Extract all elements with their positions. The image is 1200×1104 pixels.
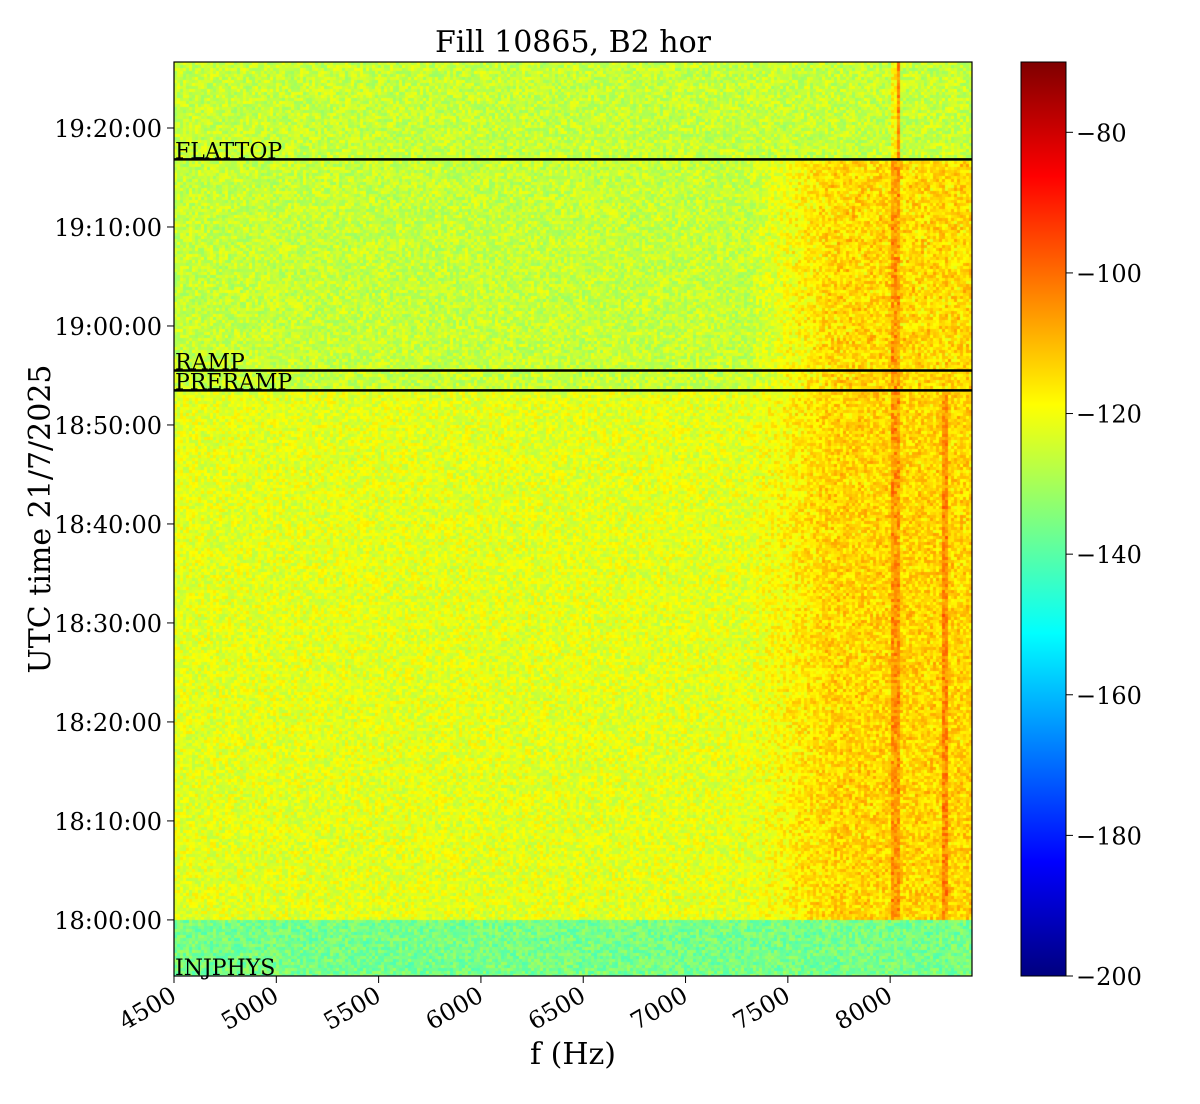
- x-tick-label: 8000: [830, 981, 897, 1036]
- y-tick-label: 18:10:00: [54, 808, 162, 836]
- y-tick-label: 18:00:00: [54, 907, 162, 935]
- y-tick-label: 19:00:00: [54, 313, 162, 341]
- mode-label-ramp: RAMP: [175, 351, 245, 376]
- y-tick-label: 18:20:00: [54, 709, 162, 737]
- beam-mode-lines: [174, 158, 972, 392]
- plot-area: [174, 62, 972, 976]
- x-axis-label: f (Hz): [530, 1037, 616, 1072]
- y-tick-label: 18:40:00: [54, 511, 162, 539]
- x-tick-label: 7500: [728, 981, 795, 1036]
- x-tick-label: 5500: [319, 981, 386, 1036]
- colorbar-tick-label: −120: [1076, 401, 1142, 429]
- mode-label-injphys: INJPHYS: [175, 956, 275, 981]
- chart-title: Fill 10865, B2 hor: [435, 25, 712, 60]
- colorbar-tick-label: −180: [1076, 822, 1142, 850]
- colorbar-tick-label: −80: [1076, 119, 1127, 147]
- colorbar-tick-label: −100: [1076, 260, 1142, 288]
- y-tick-label: 18:30:00: [54, 610, 162, 638]
- x-tick-label: 6500: [523, 981, 590, 1036]
- y-tick-label: 19:10:00: [54, 214, 162, 242]
- mode-label-flattop: FLATTOP: [175, 139, 282, 164]
- mode-label-preramp: PRERAMP: [175, 370, 292, 395]
- heatmap-image: [174, 62, 972, 976]
- x-tick-label: 6000: [421, 981, 488, 1036]
- y-axis-label: UTC time 21/7/2025: [23, 365, 58, 674]
- colorbar: [1020, 61, 1067, 977]
- y-tick-label: 19:20:00: [54, 115, 162, 143]
- heatmap-raster: [174, 62, 972, 976]
- x-tick-label: 5000: [216, 981, 283, 1036]
- y-axis-ticks: 18:00:00 18:10:00 18:20:00 18:30:00 18:40:00…: [54, 115, 174, 935]
- colorbar-tick-label: −140: [1076, 541, 1142, 569]
- colorbar-ticks: −80 −100 −120 −140 −160 −180 −200: [1066, 119, 1142, 991]
- x-tick-label: 7000: [626, 981, 693, 1036]
- y-tick-label: 18:50:00: [54, 412, 162, 440]
- colorbar-tick-label: −200: [1076, 963, 1142, 991]
- plot-frame: [173, 61, 973, 977]
- colorbar-tick-label: −160: [1076, 682, 1142, 710]
- x-tick-label: 4500: [114, 981, 181, 1036]
- x-axis-ticks: 4500 5000 5500 6000 6500 7000 7500 8000: [114, 976, 897, 1036]
